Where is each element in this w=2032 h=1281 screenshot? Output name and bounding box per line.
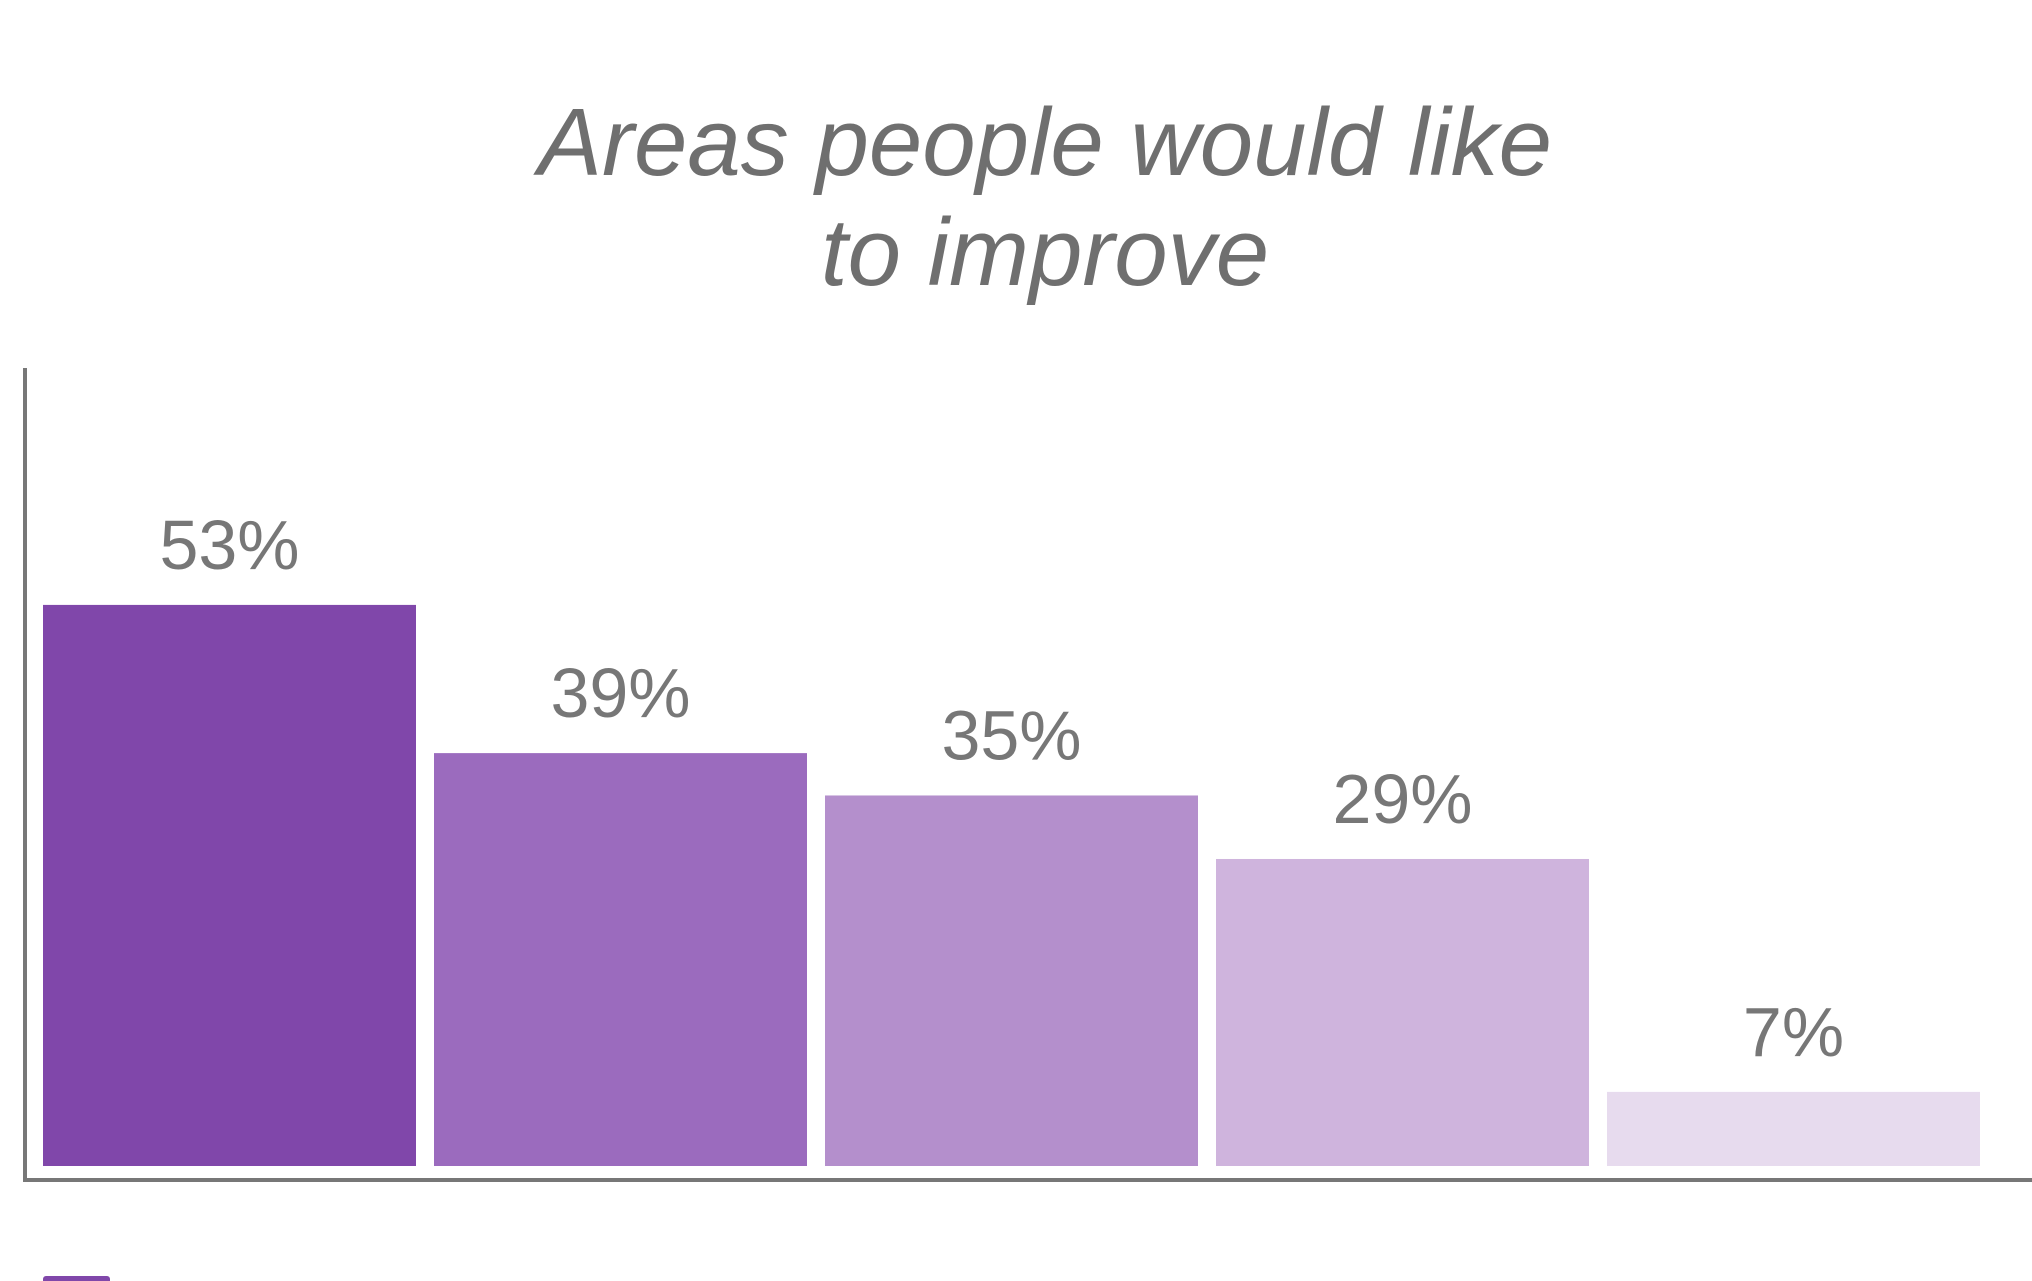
bar [1607,1091,1980,1166]
value-label: 35% [941,696,1081,774]
value-label: 29% [1332,760,1472,838]
bar [434,753,807,1166]
value-label: 53% [159,506,299,584]
value-label: 39% [550,654,690,732]
value-label: 7% [1743,993,1844,1071]
bar [43,604,416,1166]
legend-swatch [43,1276,110,1281]
bar [1216,858,1589,1166]
bar [825,795,1198,1166]
chart-title: Areas people would like to improve [538,89,1552,306]
